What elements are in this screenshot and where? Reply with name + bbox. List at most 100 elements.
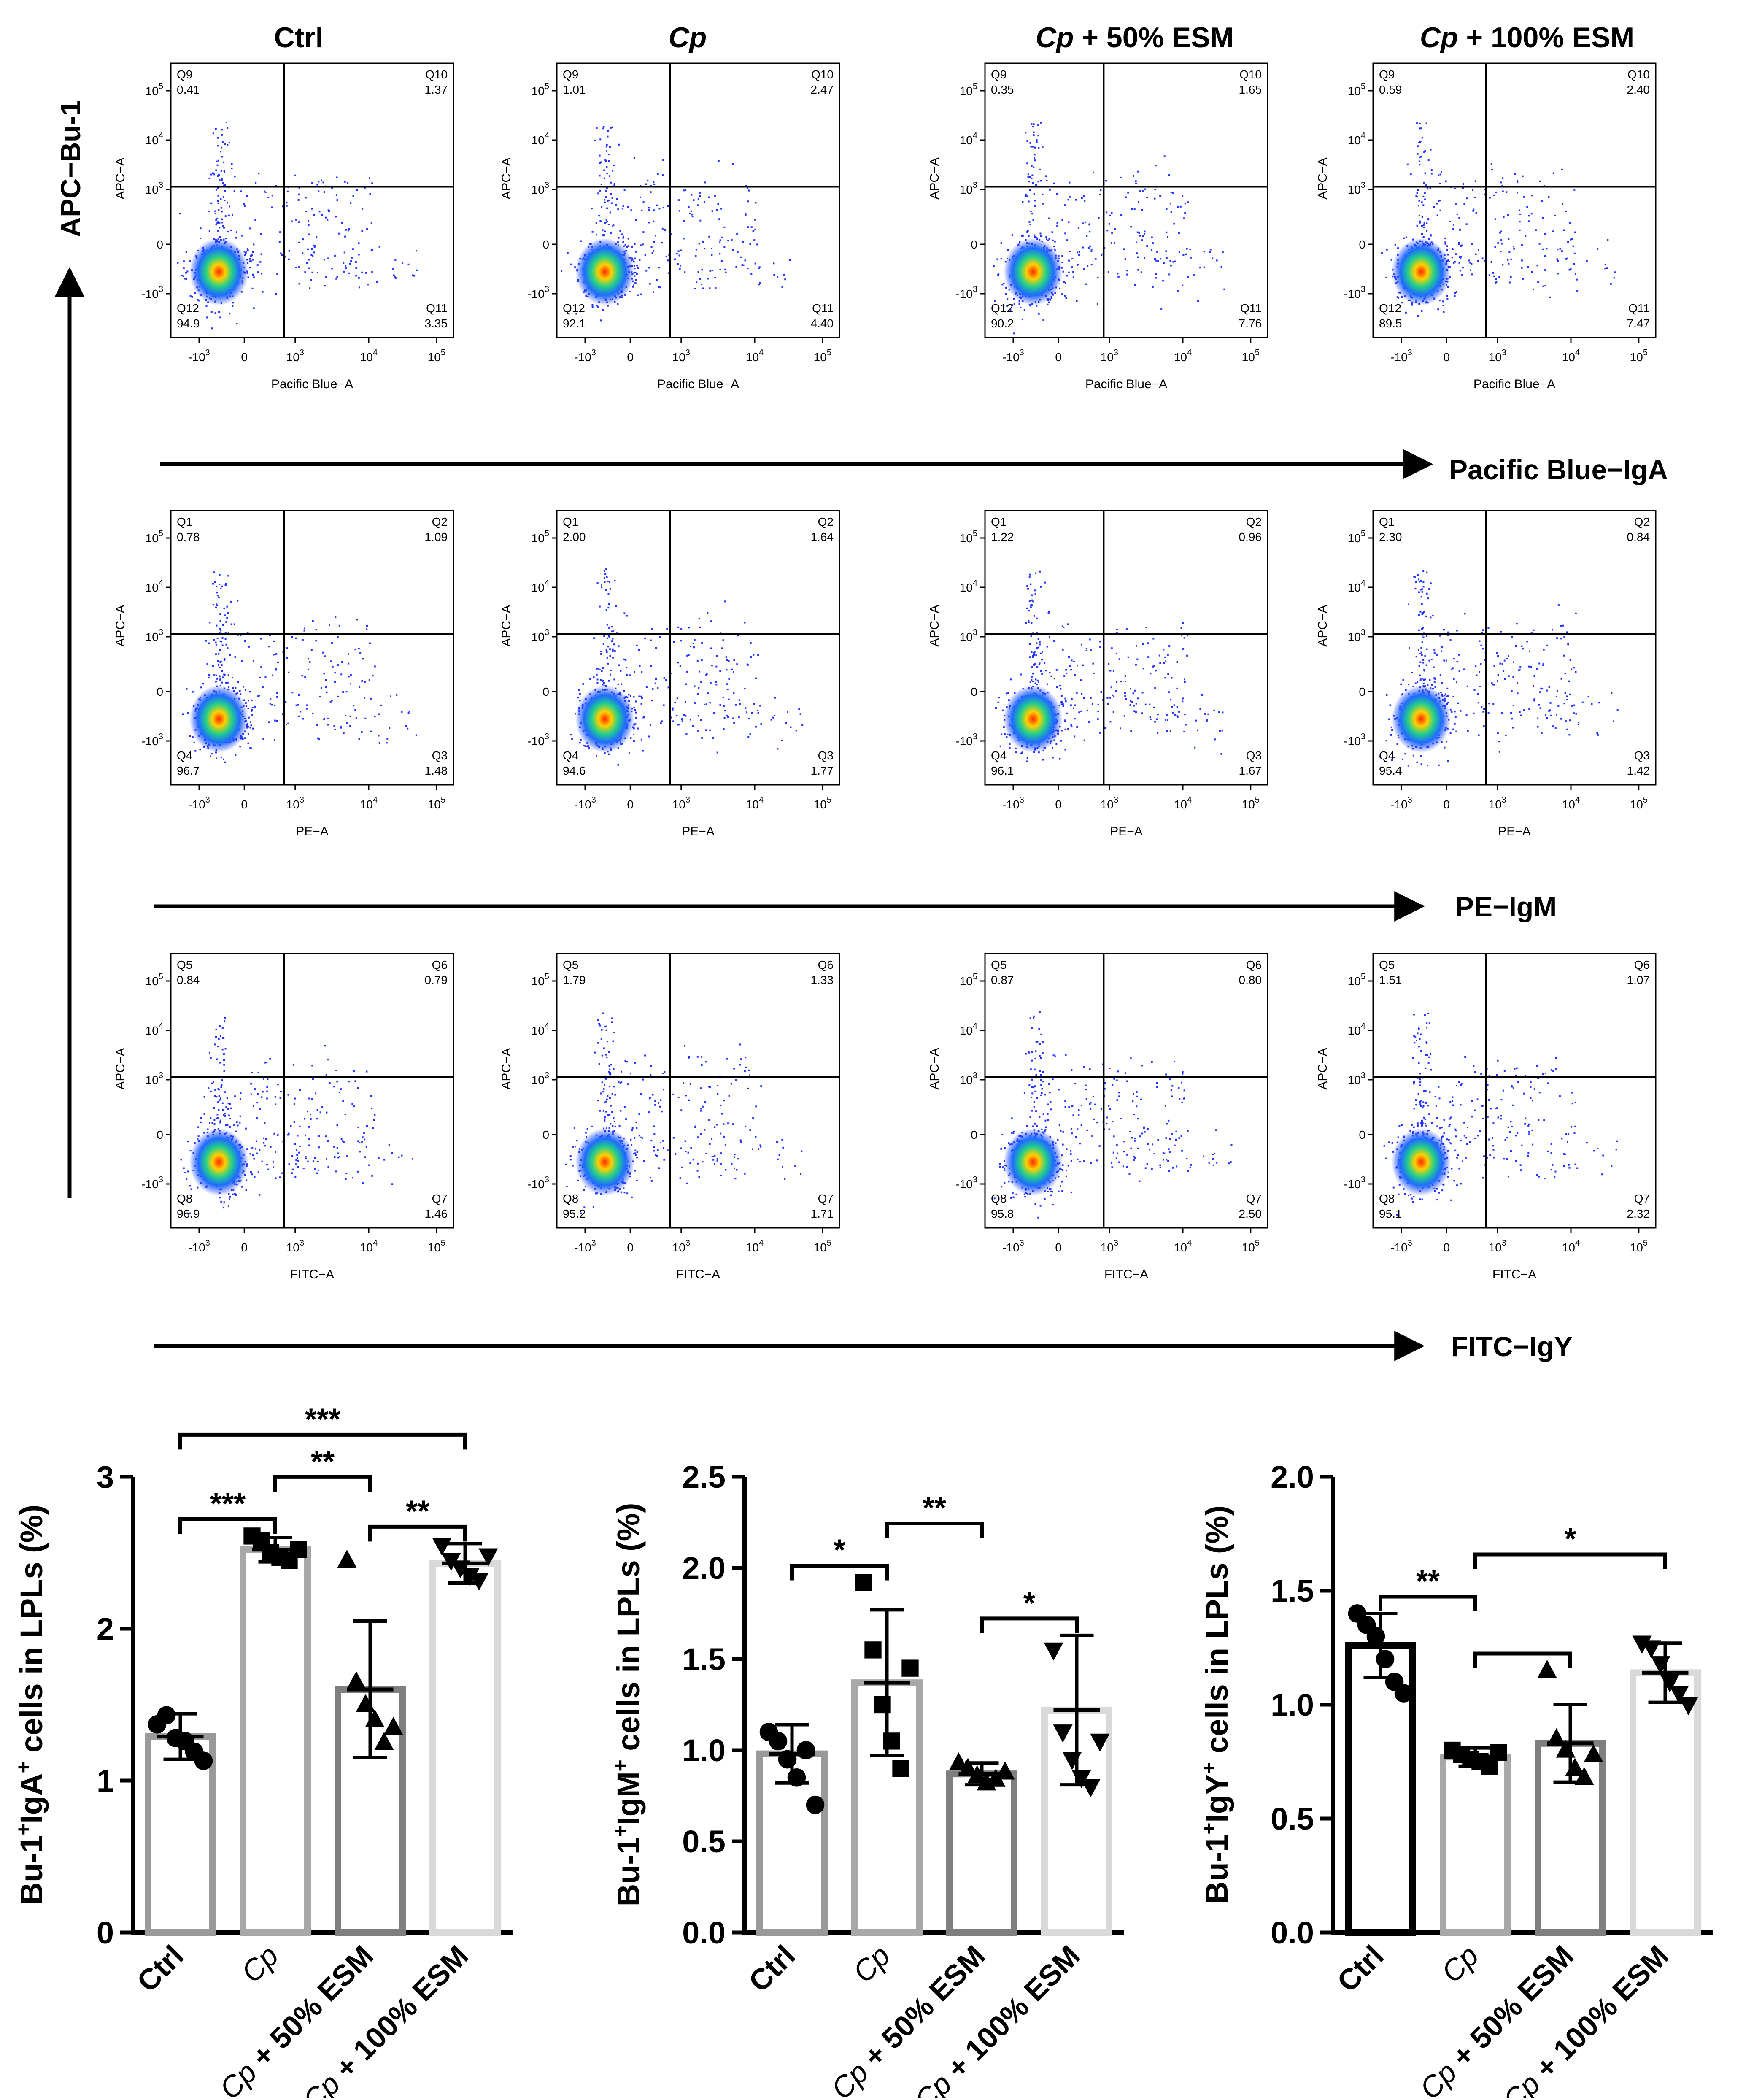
main-y-axis: APC−Bu-1	[55, 100, 86, 1198]
flow-density-core	[575, 1128, 634, 1196]
quadrant-name: Q11	[1628, 302, 1650, 315]
quadrant-value: 95.1	[1379, 1207, 1402, 1220]
y-tick-label: 104	[146, 131, 163, 147]
flow-density-core	[189, 238, 248, 305]
flow-x-label: PE−A	[1498, 824, 1531, 838]
y-tick-label: 105	[960, 972, 977, 988]
x-tick-label: 103	[1489, 348, 1506, 364]
column-title-cp: Cp	[669, 22, 707, 54]
y-tick-label: -103	[141, 285, 163, 300]
x-tick-label: 105	[428, 795, 445, 811]
y-tick-label: 0	[542, 238, 549, 251]
bar	[1443, 1757, 1508, 1932]
flow-panel: Q90.41Q101.37Q113.35Q1294.91051041030-10…	[113, 63, 453, 391]
y-tick-label: -103	[1344, 732, 1365, 748]
y-tick-label: 105	[532, 972, 549, 988]
quadrant-value: 0.96	[1239, 530, 1262, 543]
quadrant-value: 0.84	[177, 973, 200, 986]
x-tick-label: 105	[814, 348, 831, 364]
quadrant-value: 0.80	[1239, 973, 1262, 986]
quadrant-name: Q7	[432, 1192, 448, 1205]
y-tick-label: 103	[532, 181, 549, 196]
quadrant-value: 92.1	[563, 317, 586, 330]
quadrant-value: 94.6	[563, 764, 586, 777]
x-tick-label: 104	[746, 348, 764, 364]
quadrant-name: Q3	[432, 749, 448, 762]
flow-x-label: FITC−A	[676, 1268, 720, 1281]
quadrant-name: Q4	[563, 749, 578, 762]
y-tick-label: 104	[1348, 131, 1365, 147]
quadrant-value: 89.5	[1379, 317, 1402, 330]
flow-y-label: APC−A	[113, 1048, 127, 1089]
quadrant-value: 94.9	[177, 317, 200, 330]
y-tick-label: 0.5	[682, 1824, 726, 1859]
x-tick-label: -103	[574, 1238, 596, 1254]
quadrant-value: 1.51	[1379, 973, 1402, 986]
flow-density-core	[1004, 1128, 1063, 1196]
quadrant-name: Q12	[991, 302, 1013, 315]
quadrant-name: Q3	[1634, 749, 1650, 762]
y-tick-label: -103	[1344, 285, 1365, 300]
quadrant-name: Q2	[818, 515, 834, 528]
quadrant-value: 1.42	[1627, 764, 1650, 777]
y-tick-label: 104	[960, 1022, 977, 1037]
flow-density-core	[1392, 1128, 1451, 1196]
significance-bracket	[1381, 1597, 1476, 1611]
quadrant-value: 0.87	[991, 973, 1014, 986]
y-tick-label: 3	[97, 1459, 114, 1495]
y-tick-label: 104	[1348, 1022, 1365, 1037]
y-tick-label: 2.0	[1271, 1459, 1314, 1495]
data-point	[346, 1671, 366, 1689]
y-tick-label: 2	[97, 1611, 114, 1646]
y-tick-label: 0	[1359, 238, 1365, 251]
x-tick-label: 103	[672, 795, 690, 811]
x-tick-label: -103	[1002, 348, 1024, 364]
quadrant-value: 1.46	[425, 1207, 448, 1220]
quadrant-value: 2.30	[1379, 530, 1402, 543]
quadrant-value: 0.79	[425, 973, 448, 986]
significance-label: **	[923, 1492, 946, 1525]
quadrant-value: 2.00	[563, 530, 586, 543]
flow-panel: Q10.78Q21.09Q31.48Q496.71051041030-103-1…	[113, 511, 453, 838]
data-point	[1044, 1643, 1063, 1661]
quadrant-value: 1.09	[425, 530, 448, 543]
quadrant-value: 1.07	[1627, 973, 1650, 986]
quadrant-name: Q7	[1634, 1192, 1650, 1205]
data-point	[797, 1741, 815, 1759]
flow-y-label: APC−A	[1316, 157, 1330, 199]
data-point	[874, 1696, 890, 1713]
y-tick-label: 1.0	[682, 1733, 726, 1768]
y-axis-label: Bu-1+IgM+ cells in LPLs (%)	[610, 1503, 646, 1907]
x-tick-label: 105	[1630, 348, 1648, 364]
quadrant-value: 1.48	[425, 764, 448, 777]
flow-x-label: Pacific Blue−A	[657, 377, 739, 391]
flow-y-label: APC−A	[1316, 1048, 1330, 1089]
data-point	[290, 1541, 307, 1558]
y-tick-label: 103	[146, 181, 163, 196]
x-tick-label: 103	[1489, 1238, 1506, 1254]
flow-density-core	[575, 238, 634, 305]
y-tick-label: 1.5	[682, 1642, 726, 1677]
category-label: Ctrl	[1331, 1939, 1390, 1998]
y-tick-label: 1	[97, 1763, 114, 1798]
x-tick-label: 0	[1443, 798, 1450, 811]
quadrant-value: 7.47	[1627, 317, 1650, 330]
y-tick-label: 0	[97, 1915, 114, 1950]
quadrant-value: 1.67	[1239, 764, 1262, 777]
x-tick-label: -103	[1390, 795, 1412, 811]
y-tick-label: 103	[1348, 181, 1365, 196]
y-tick-label: -103	[141, 732, 163, 748]
flow-x-label: PE−A	[296, 824, 329, 838]
category-label: Cp	[1435, 1939, 1485, 1989]
significance-bracket	[370, 1527, 465, 1541]
bar	[433, 1563, 497, 1932]
flow-panel: Q91.01Q102.47Q114.40Q1292.11051041030-10…	[499, 63, 839, 391]
quadrant-value: 0.41	[177, 83, 200, 96]
flow-panel: Q50.87Q60.80Q72.50Q895.81051041030-103-1…	[928, 954, 1268, 1281]
flow-x-label: PE−A	[682, 824, 715, 838]
significance-bracket	[982, 1619, 1077, 1633]
y-tick-label: 0	[157, 238, 163, 251]
data-point	[1395, 1684, 1413, 1703]
flow-y-label: APC−A	[499, 1048, 513, 1089]
